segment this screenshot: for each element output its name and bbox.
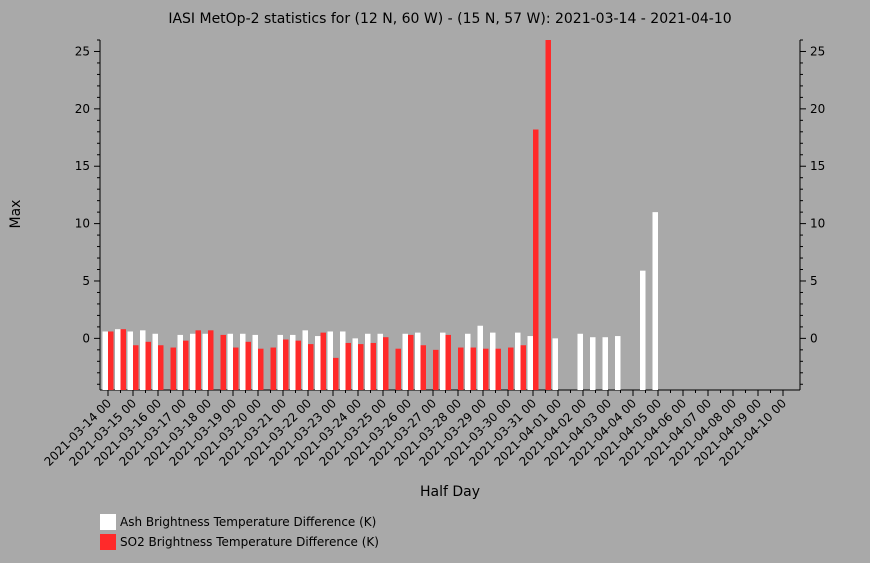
bar-ash bbox=[227, 333, 233, 390]
bar-ash bbox=[252, 334, 258, 390]
bar-ash bbox=[102, 331, 108, 390]
bar-so2 bbox=[308, 344, 314, 390]
legend-item-ash: Ash Brightness Temperature Difference (K… bbox=[100, 512, 379, 532]
y-tick-label-left: 10 bbox=[75, 217, 90, 231]
y-tick-label-left: 5 bbox=[82, 274, 90, 288]
bar-so2 bbox=[370, 342, 376, 390]
bar-so2 bbox=[220, 334, 226, 390]
bar-so2 bbox=[195, 330, 201, 390]
bar-so2 bbox=[170, 347, 176, 390]
bar-ash bbox=[552, 338, 558, 390]
bar-so2 bbox=[533, 129, 539, 391]
bar-so2 bbox=[133, 345, 139, 390]
bar-ash bbox=[615, 336, 621, 390]
bar-ash bbox=[402, 333, 408, 390]
bar-so2 bbox=[383, 337, 389, 390]
bar-ash bbox=[415, 332, 421, 390]
bar-ash bbox=[652, 212, 658, 390]
bar-ash bbox=[465, 333, 471, 390]
bar-so2 bbox=[158, 345, 164, 390]
bar-ash bbox=[365, 333, 371, 390]
bar-ash bbox=[327, 331, 333, 390]
bar-ash bbox=[315, 336, 321, 390]
chart-title: IASI MetOp-2 statistics for (12 N, 60 W)… bbox=[168, 11, 731, 27]
bar-so2 bbox=[408, 334, 414, 390]
bar-ash bbox=[127, 331, 133, 390]
x-axis-label: Half Day bbox=[420, 484, 480, 500]
legend-swatch-ash bbox=[100, 514, 116, 530]
bar-so2 bbox=[120, 329, 126, 390]
bar-ash bbox=[115, 329, 121, 390]
bar-so2 bbox=[245, 341, 251, 390]
legend: Ash Brightness Temperature Difference (K… bbox=[100, 512, 379, 552]
bar-so2 bbox=[270, 347, 276, 390]
bar-ash bbox=[352, 338, 358, 390]
bar-ash bbox=[177, 334, 183, 390]
bar-so2 bbox=[183, 340, 189, 390]
bar-so2 bbox=[295, 340, 301, 390]
y-tick-label-right: 5 bbox=[810, 274, 818, 288]
bar-ash bbox=[377, 333, 383, 390]
bar-so2 bbox=[320, 332, 326, 390]
bar-so2 bbox=[208, 330, 214, 390]
bar-ash bbox=[515, 332, 521, 390]
bar-so2 bbox=[470, 347, 476, 390]
legend-label-ash: Ash Brightness Temperature Difference (K… bbox=[120, 515, 377, 529]
bar-so2 bbox=[520, 345, 526, 390]
y-tick-label-left: 25 bbox=[75, 44, 90, 58]
bar-so2 bbox=[345, 342, 351, 390]
bar-so2 bbox=[233, 347, 239, 390]
bar-ash bbox=[290, 334, 296, 390]
legend-item-so2: SO2 Brightness Temperature Difference (K… bbox=[100, 532, 379, 552]
bar-ash bbox=[577, 333, 583, 390]
bar-so2 bbox=[283, 339, 289, 390]
bar-ash bbox=[590, 337, 596, 390]
y-tick-label-right: 25 bbox=[810, 44, 825, 58]
bar-so2 bbox=[420, 345, 426, 390]
bar-ash bbox=[240, 333, 246, 390]
y-axis-label: Max bbox=[8, 200, 24, 229]
bar-so2 bbox=[483, 348, 489, 390]
bars-group bbox=[102, 40, 658, 391]
bar-ash bbox=[152, 333, 158, 390]
y-tick-label-right: 0 bbox=[810, 331, 818, 345]
bar-so2 bbox=[258, 348, 264, 390]
y-tick-label-left: 15 bbox=[75, 159, 90, 173]
bar-so2 bbox=[545, 40, 551, 390]
bar-so2 bbox=[108, 331, 114, 390]
bar-ash bbox=[277, 334, 283, 390]
y-tick-label-right: 20 bbox=[810, 102, 825, 116]
bar-ash bbox=[602, 337, 608, 390]
bar-so2 bbox=[508, 347, 514, 390]
bar-ash bbox=[202, 333, 208, 390]
y-tick-label-right: 10 bbox=[810, 217, 825, 231]
bar-so2 bbox=[433, 349, 439, 390]
y-tick-label-right: 15 bbox=[810, 159, 825, 173]
bar-so2 bbox=[145, 341, 151, 390]
bar-so2 bbox=[458, 347, 464, 390]
bar-ash bbox=[140, 330, 146, 390]
y-tick-label-left: 20 bbox=[75, 102, 90, 116]
bar-ash bbox=[477, 325, 483, 390]
bar-so2 bbox=[358, 344, 364, 390]
bar-ash bbox=[490, 332, 496, 390]
bar-ash bbox=[190, 333, 196, 390]
bar-ash bbox=[640, 270, 646, 390]
bar-ash bbox=[340, 331, 346, 390]
bar-so2 bbox=[445, 334, 451, 390]
bar-ash bbox=[527, 336, 533, 390]
bar-so2 bbox=[333, 357, 339, 390]
bar-ash bbox=[440, 332, 446, 390]
bar-ash bbox=[302, 330, 308, 390]
bar-so2 bbox=[395, 348, 401, 390]
y-tick-label-left: 0 bbox=[82, 331, 90, 345]
bar-so2 bbox=[495, 348, 501, 390]
legend-swatch-so2 bbox=[100, 534, 116, 550]
legend-label-so2: SO2 Brightness Temperature Difference (K… bbox=[120, 535, 379, 549]
